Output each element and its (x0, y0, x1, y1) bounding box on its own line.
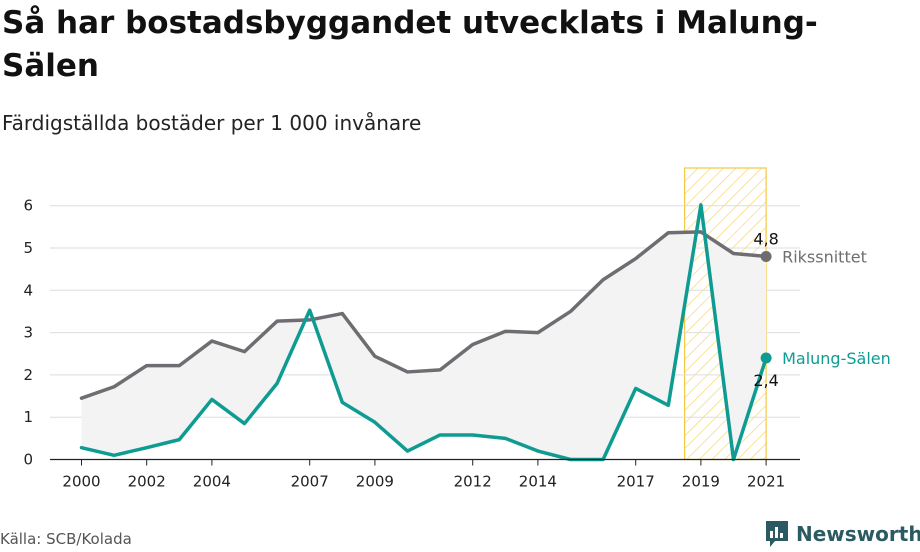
y-tick-label: 1 (23, 408, 33, 426)
series-line-local (79, 203, 768, 462)
chart-bubble-icon (766, 521, 788, 547)
value-label: 2,4 (753, 371, 778, 390)
x-tick-label: 2000 (62, 473, 100, 491)
series-line-national (79, 230, 768, 400)
x-tick-label: 2014 (519, 473, 557, 491)
y-tick-label: 4 (23, 281, 33, 299)
source-note: Källa: SCB/Kolada (0, 530, 132, 548)
x-tick-label: 2012 (454, 473, 492, 491)
y-tick-label: 3 (23, 324, 33, 342)
x-tick-label: 2004 (193, 473, 231, 491)
page-title: Så har bostadsbyggandet utvecklats i Mal… (2, 5, 818, 84)
brand-name: Newsworthy (796, 522, 920, 546)
series-end-marker (760, 352, 772, 364)
y-tick-label: 0 (23, 451, 33, 469)
series-end-marker (760, 250, 772, 262)
x-tick-label: 2019 (682, 473, 720, 491)
x-tick-label: 2009 (356, 473, 394, 491)
series-label: Rikssnittet (782, 247, 867, 266)
y-tick-label: 5 (23, 239, 33, 257)
series-label: Malung-Sälen (782, 349, 891, 368)
gap-area (81, 204, 767, 460)
y-tick-label: 6 (23, 197, 33, 215)
newsworthy-logo: Newsworthy (764, 518, 920, 550)
x-tick-label: 2017 (617, 473, 655, 491)
chart-subtitle: Färdigställda bostäder per 1 000 invånar… (2, 111, 422, 135)
x-tick-label: 2021 (747, 473, 785, 491)
x-tick-label: 2007 (291, 473, 329, 491)
y-tick-label: 2 (23, 366, 33, 384)
x-tick-label: 2002 (128, 473, 166, 491)
value-label: 4,8 (753, 229, 778, 248)
